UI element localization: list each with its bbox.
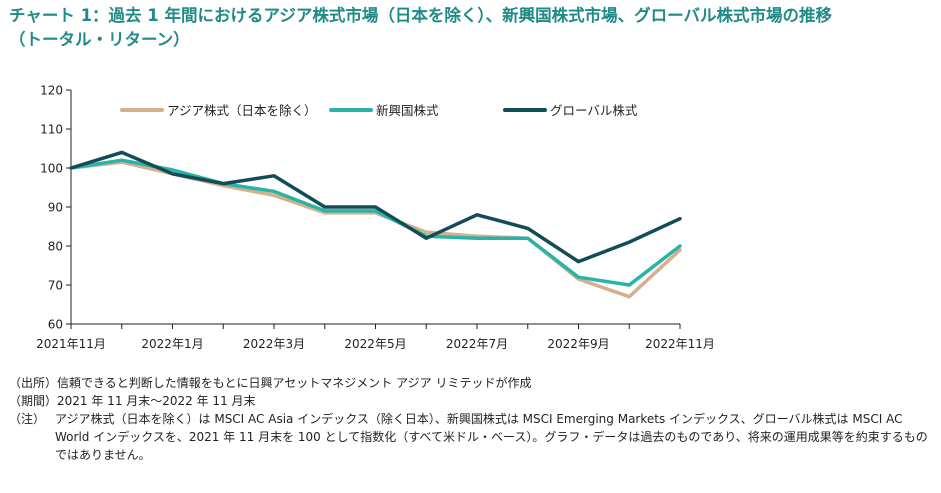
x-tick-label: 2022年11月: [645, 337, 715, 351]
y-tick-label: 60: [48, 318, 63, 332]
chart-legend: アジア株式（日本を除く） 新興国株式 グローバル株式: [120, 103, 638, 118]
note-period-label: （期間）: [9, 394, 58, 408]
note-period: （期間） 2021 年 11 月末～2022 年 11 月末: [9, 392, 934, 410]
series-line-1: [69, 160, 682, 299]
y-tick-label: 100: [40, 162, 63, 176]
line-chart: 60 70 80 90 100 110 120 2021年11月 2022年1月 2022年3月 2…: [36, 84, 715, 352]
note-source: （出所） 信頼できると判断した情報をもとに日興アセットマネジメント アジア リミ…: [9, 374, 934, 392]
note-source-label: （出所）: [9, 376, 58, 390]
series-line-2: [69, 158, 682, 287]
note-remarks-text: アジア株式（日本を除く）は MSCI AC Asia インデックス（除く日本）、…: [55, 412, 928, 462]
chart-title-line-2: （トータル・リターン）: [9, 30, 190, 49]
chart-notes: （出所） 信頼できると判断した情報をもとに日興アセットマネジメント アジア リミ…: [9, 374, 934, 464]
y-tick-label: 90: [48, 201, 63, 215]
y-tick-label: 70: [48, 279, 63, 293]
y-tick-label: 110: [40, 123, 63, 137]
x-tick-label: 2022年9月: [547, 337, 609, 351]
chart-title-line-1: チャート 1：過去 1 年間におけるアジア株式市場（日本を除く）、新興国株式市場…: [9, 6, 832, 25]
x-tick-label: 2021年11月: [36, 337, 106, 351]
chart-axes: 60 70 80 90 100 110 120 2021年11月 2022年1月 2022年3月 2…: [36, 84, 715, 352]
legend-label-1: アジア株式（日本を除く）: [167, 103, 317, 118]
note-source-text: 信頼できると判断した情報をもとに日興アセットマネジメント アジア リミテッドが作…: [57, 376, 532, 390]
legend-label-2: 新興国株式: [376, 103, 439, 118]
x-tick-label: 2022年1月: [141, 337, 203, 351]
x-tick-label: 2022年5月: [344, 337, 406, 351]
note-remarks: （注） アジア株式（日本を除く）は MSCI AC Asia インデックス（除く…: [9, 410, 934, 464]
y-tick-label: 120: [40, 84, 63, 98]
x-tick-label: 2022年3月: [243, 337, 305, 351]
series-line-3: [69, 150, 682, 264]
legend-label-3: グローバル株式: [550, 103, 638, 118]
note-remarks-label: （注）: [9, 412, 46, 426]
chart-title: チャート 1：過去 1 年間におけるアジア株式市場（日本を除く）、新興国株式市場…: [9, 4, 934, 52]
note-period-text: 2021 年 11 月末～2022 年 11 月末: [57, 394, 256, 408]
chart-series-lines: [69, 150, 682, 299]
y-tick-label: 80: [48, 240, 63, 254]
x-tick-label: 2022年7月: [446, 337, 508, 351]
